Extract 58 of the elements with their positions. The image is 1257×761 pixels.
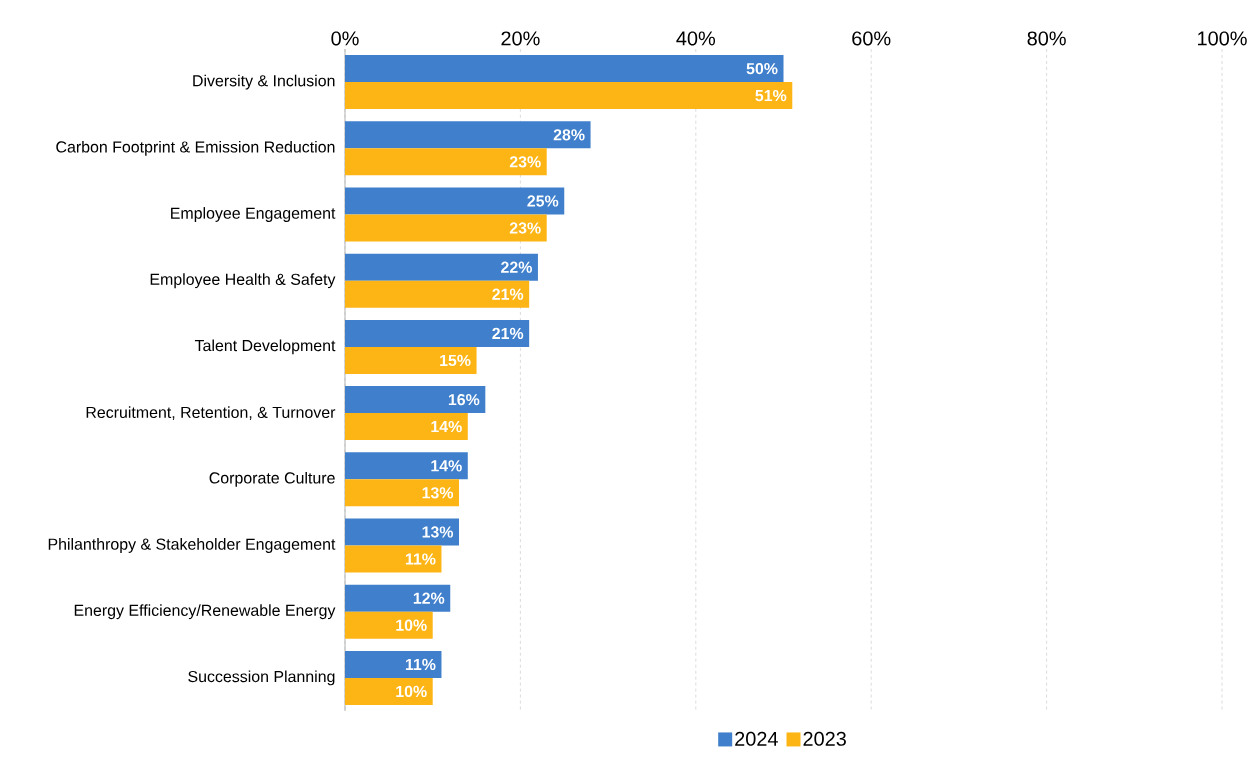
data-label: 25% — [527, 195, 559, 207]
bar — [345, 677, 433, 705]
x-tick-label: 100% — [1198, 31, 1247, 46]
data-label: 28% — [553, 129, 585, 141]
bar — [345, 187, 565, 215]
data-label: 16% — [448, 393, 480, 406]
bar — [345, 253, 538, 281]
bar — [345, 479, 460, 507]
bar — [345, 280, 530, 308]
bar — [345, 584, 451, 612]
y-tick-label: Energy Efficiency/Renewable Energy — [74, 604, 336, 620]
data-label: 50% — [746, 62, 778, 75]
x-tick-label: 40% — [676, 31, 716, 46]
y-tick-label: Corporate Culture — [209, 471, 335, 487]
y-tick-label: Carbon Footprint & Emission Reduction — [56, 140, 335, 156]
y-tick-label: Diversity & Inclusion — [193, 74, 335, 90]
bar — [345, 319, 530, 347]
data-label: 11% — [405, 658, 436, 671]
x-tick-label: 60% — [852, 31, 891, 46]
bar — [345, 518, 460, 546]
bar — [345, 611, 433, 639]
legend-label: 2023 — [803, 731, 846, 746]
y-tick-label: Employee Health & Safety — [150, 273, 336, 289]
bar — [345, 346, 477, 374]
data-label: 10% — [396, 685, 427, 698]
data-label: 14% — [431, 421, 462, 433]
y-tick-label: Employee Engagement — [171, 207, 336, 222]
y-tick-label: Talent Development — [194, 339, 336, 355]
data-label: 23% — [509, 156, 541, 168]
data-label: 14% — [431, 460, 462, 472]
data-label: 15% — [440, 354, 471, 367]
bar — [345, 386, 486, 414]
x-tick-label: 0% — [331, 31, 359, 46]
data-label: 11% — [405, 553, 436, 565]
bar — [345, 55, 784, 83]
data-label: 13% — [422, 487, 454, 499]
bar — [345, 121, 591, 149]
bar — [345, 452, 468, 480]
data-label: 13% — [422, 526, 454, 538]
data-label: 21% — [492, 288, 524, 300]
data-label: 51% — [755, 89, 787, 102]
bar — [345, 214, 547, 242]
x-tick-label: 80% — [1027, 31, 1066, 46]
bar — [345, 413, 468, 441]
data-label: 23% — [509, 222, 541, 234]
y-tick-label: Philanthropy & Stakeholder Engagement — [48, 538, 336, 553]
y-tick-label: Succession Planning — [188, 670, 335, 686]
bar — [345, 545, 442, 573]
data-label: 10% — [396, 619, 427, 631]
bar — [345, 82, 793, 110]
data-label: 22% — [501, 261, 532, 273]
y-tick-label: Recruitment, Retention, & Turnover — [86, 406, 336, 420]
bar — [345, 148, 547, 176]
data-label: 21% — [492, 327, 524, 340]
x-tick-label: 20% — [501, 31, 540, 46]
bar — [345, 650, 442, 678]
legend-label: 2024 — [735, 731, 778, 746]
data-label: 12% — [413, 592, 445, 604]
